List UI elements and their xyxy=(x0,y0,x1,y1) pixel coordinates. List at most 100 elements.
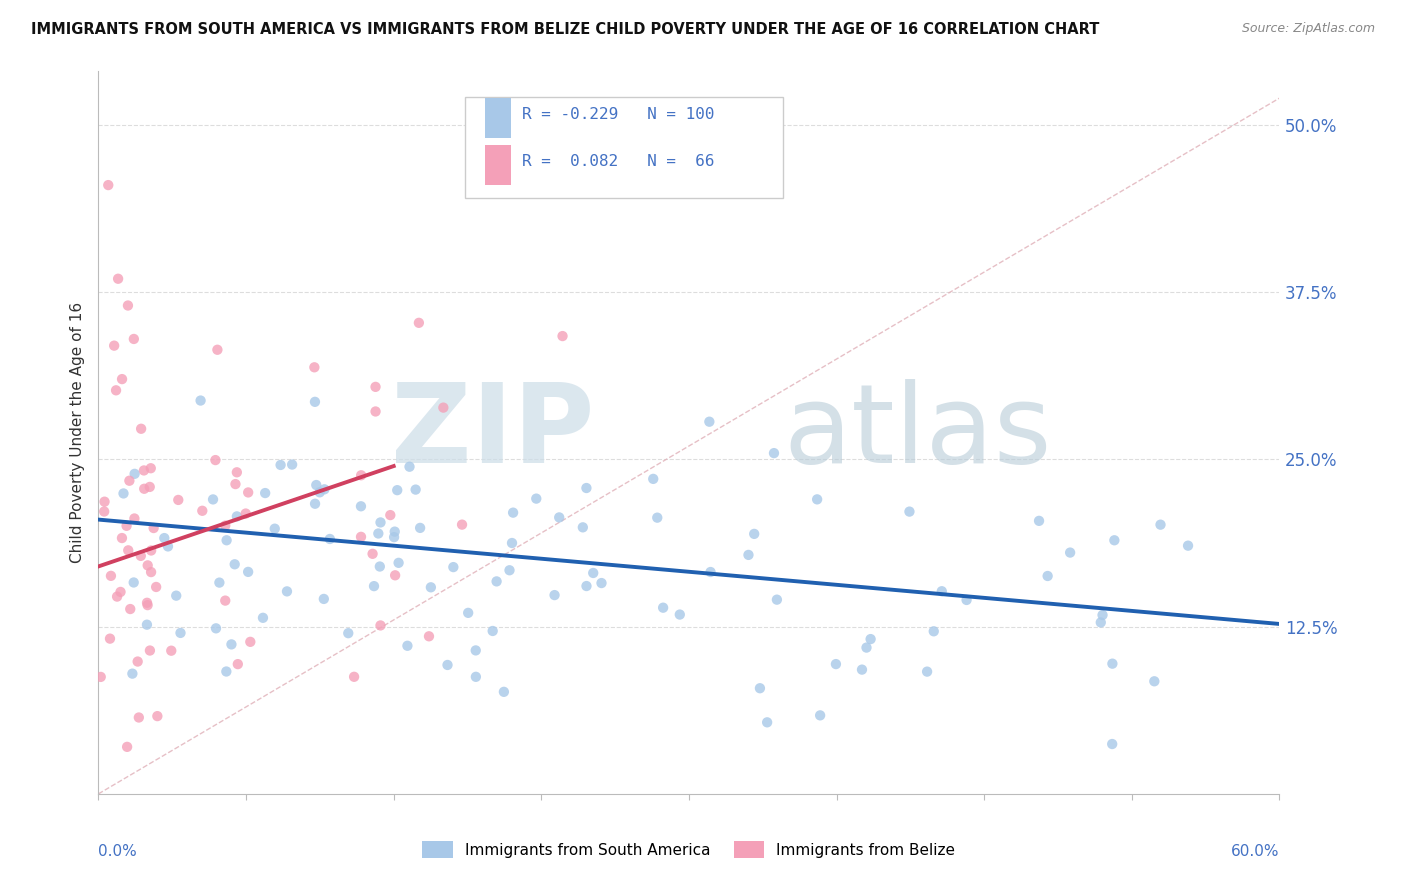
Point xyxy=(409,521,432,535)
Text: R = -0.229   N = 100: R = -0.229 N = 100 xyxy=(523,107,714,122)
Text: IMMIGRANTS FROM SOUTH AMERICA VS IMMIGRANTS FROM BELIZE CHILD POVERTY UNDER THE : IMMIGRANTS FROM SOUTH AMERICA VS IMMIGRA… xyxy=(31,22,1099,37)
Point xyxy=(205,621,228,635)
Point xyxy=(214,593,236,607)
Point xyxy=(419,580,441,594)
Point xyxy=(464,670,486,684)
Point xyxy=(1101,737,1123,751)
Point xyxy=(139,461,162,475)
Point xyxy=(451,517,474,532)
Point xyxy=(699,415,721,429)
Point xyxy=(370,618,392,632)
Point xyxy=(281,458,304,472)
Point xyxy=(457,606,479,620)
Point xyxy=(120,602,142,616)
Point xyxy=(111,531,134,545)
Point xyxy=(855,640,877,655)
Point xyxy=(214,518,236,533)
Point xyxy=(368,559,391,574)
Point xyxy=(737,548,759,562)
Point xyxy=(127,655,149,669)
Point xyxy=(136,598,159,612)
Point xyxy=(117,543,139,558)
Bar xyxy=(485,98,510,137)
Point xyxy=(191,504,214,518)
Point xyxy=(492,685,515,699)
Point xyxy=(146,709,169,723)
Point xyxy=(572,520,595,534)
Text: ZIP: ZIP xyxy=(391,379,595,486)
Point xyxy=(215,533,238,548)
Point xyxy=(139,643,162,657)
Text: 0.0%: 0.0% xyxy=(98,845,138,860)
Point xyxy=(387,556,409,570)
Point xyxy=(418,629,440,643)
Point xyxy=(304,497,326,511)
Point xyxy=(1104,533,1126,548)
Point xyxy=(643,472,665,486)
Point xyxy=(319,532,342,546)
Point xyxy=(122,575,145,590)
Point xyxy=(122,332,145,346)
Point xyxy=(898,505,921,519)
Text: R =  0.082   N =  66: R = 0.082 N = 66 xyxy=(523,154,714,169)
Point xyxy=(367,526,389,541)
Point xyxy=(1101,657,1123,671)
Point xyxy=(361,547,384,561)
Point xyxy=(922,624,945,639)
Point xyxy=(107,272,129,286)
Point xyxy=(128,710,150,724)
Point xyxy=(136,558,159,573)
Point xyxy=(364,404,387,418)
Point xyxy=(254,486,277,500)
Point xyxy=(141,543,163,558)
Point xyxy=(115,518,138,533)
Point xyxy=(762,446,785,460)
Point xyxy=(270,458,292,472)
Text: 60.0%: 60.0% xyxy=(1232,845,1279,860)
Point xyxy=(931,584,953,599)
Point xyxy=(652,600,675,615)
Point xyxy=(105,590,128,604)
Point xyxy=(239,635,262,649)
Point xyxy=(405,483,427,497)
Point xyxy=(121,666,143,681)
Point xyxy=(363,579,385,593)
Point xyxy=(132,463,155,477)
Point xyxy=(111,372,134,386)
Point xyxy=(464,643,486,657)
Point xyxy=(139,565,162,579)
Point xyxy=(221,637,243,651)
Point xyxy=(204,453,226,467)
Point xyxy=(1059,545,1081,559)
Point xyxy=(742,527,765,541)
Bar xyxy=(485,145,510,185)
Point xyxy=(1036,569,1059,583)
Point xyxy=(190,393,212,408)
Point xyxy=(668,607,690,622)
Text: atlas: atlas xyxy=(783,379,1052,486)
Point xyxy=(915,665,938,679)
Point xyxy=(238,485,260,500)
Point xyxy=(575,481,598,495)
Point xyxy=(139,480,162,494)
FancyBboxPatch shape xyxy=(464,96,783,198)
Point xyxy=(441,560,464,574)
Point xyxy=(225,465,247,479)
Point xyxy=(160,643,183,657)
Point xyxy=(208,575,231,590)
Point xyxy=(543,588,565,602)
Point xyxy=(235,507,257,521)
Point xyxy=(276,584,298,599)
Point xyxy=(1149,517,1171,532)
Point xyxy=(118,474,141,488)
Point xyxy=(105,384,128,398)
Point xyxy=(136,617,159,632)
Point xyxy=(485,574,508,589)
Point xyxy=(748,681,770,696)
Point xyxy=(582,566,605,580)
Point xyxy=(110,585,132,599)
Point xyxy=(136,596,159,610)
Point xyxy=(100,569,122,583)
Point xyxy=(207,343,229,357)
Point xyxy=(808,708,831,723)
